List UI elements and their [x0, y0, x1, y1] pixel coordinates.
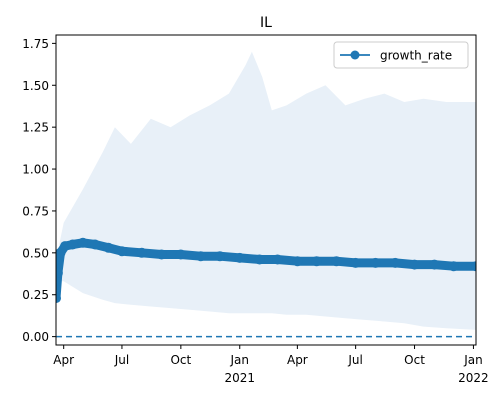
- x-tick-label: Apr: [287, 353, 308, 367]
- data-point: [90, 239, 101, 250]
- data-point: [77, 237, 88, 248]
- x-tick-year-label: 2021: [224, 371, 255, 385]
- plot-area: [56, 51, 476, 338]
- x-tick-label: Jul: [347, 353, 362, 367]
- data-point: [331, 256, 342, 267]
- data-point: [56, 267, 63, 278]
- data-point: [214, 251, 225, 262]
- y-tick-label: 0.25: [22, 288, 49, 302]
- y-tick-label: 1.50: [22, 79, 49, 93]
- data-point: [292, 256, 303, 267]
- data-point: [175, 249, 186, 260]
- x-tick-label: Oct: [170, 353, 191, 367]
- y-tick-label: 0.00: [22, 330, 49, 344]
- y-tick-label: 1.00: [22, 163, 49, 177]
- chart-title: IL: [260, 15, 272, 31]
- data-point: [311, 256, 322, 267]
- data-point: [67, 239, 78, 250]
- data-point: [370, 257, 381, 268]
- axes-frame: [55, 34, 477, 346]
- x-tick-label: Jan: [230, 353, 250, 367]
- legend-box: [333, 41, 469, 69]
- data-point: [272, 254, 283, 265]
- data-point: [56, 293, 61, 304]
- data-point: [156, 249, 167, 260]
- y-tick-label: 0.50: [22, 246, 49, 260]
- legend: growth_rate: [333, 41, 469, 69]
- data-point: [350, 257, 361, 268]
- x-tick-label: Oct: [404, 353, 425, 367]
- legend-label-growth-rate: growth_rate: [380, 49, 452, 63]
- y-tick-label: 0.75: [22, 204, 49, 218]
- y-tick-label: 1.25: [22, 121, 49, 135]
- data-point: [60, 241, 70, 252]
- data-point: [116, 246, 127, 257]
- data-point: [103, 242, 114, 253]
- x-tick-label: Jul: [114, 353, 129, 367]
- x-tick-label: Jan: [463, 353, 483, 367]
- x-tick-year-label: 2022: [458, 371, 489, 385]
- y-tick-label: 1.75: [22, 37, 49, 51]
- data-point: [136, 247, 147, 258]
- data-point: [234, 252, 245, 263]
- data-point: [471, 261, 476, 272]
- data-point: [429, 259, 440, 270]
- data-point: [195, 251, 206, 262]
- legend-marker-growth-rate: [350, 50, 360, 60]
- data-point: [254, 254, 265, 265]
- x-axis: Apr Jul Oct Jan 2021 Apr Jul Oct Jan 2022: [53, 345, 489, 385]
- data-point: [409, 259, 420, 270]
- data-point: [390, 257, 401, 268]
- x-tick-label: Apr: [53, 353, 74, 367]
- series-layer: [56, 237, 476, 304]
- y-axis: 0.00 0.25 0.50 0.75 1.00 1.25 1.50 1.75: [22, 37, 56, 344]
- data-point: [448, 261, 459, 272]
